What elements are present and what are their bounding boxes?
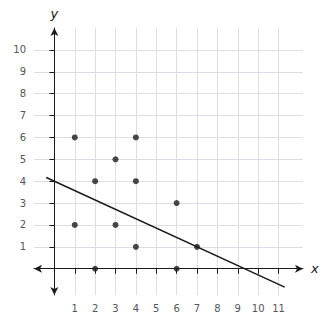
svg-text:3: 3 [112, 303, 118, 314]
svg-text:7: 7 [194, 303, 200, 314]
svg-text:10: 10 [252, 303, 265, 314]
svg-text:y: y [50, 6, 59, 21]
svg-text:2: 2 [92, 303, 98, 314]
svg-text:9: 9 [20, 66, 26, 77]
svg-text:7: 7 [20, 110, 26, 121]
svg-text:5: 5 [20, 154, 26, 165]
svg-text:8: 8 [20, 88, 26, 99]
svg-text:1: 1 [72, 303, 78, 314]
svg-text:8: 8 [214, 303, 220, 314]
svg-text:11: 11 [272, 303, 285, 314]
svg-text:4: 4 [20, 176, 26, 187]
svg-text:9: 9 [235, 303, 241, 314]
svg-text:5: 5 [153, 303, 159, 314]
svg-text:2: 2 [20, 219, 26, 230]
svg-text:3: 3 [20, 198, 26, 209]
svg-text:4: 4 [133, 303, 139, 314]
svg-text:1: 1 [20, 241, 26, 252]
svg-text:10: 10 [13, 44, 26, 55]
svg-text:x: x [310, 261, 319, 276]
svg-text:6: 6 [20, 132, 26, 143]
svg-text:6: 6 [173, 303, 179, 314]
